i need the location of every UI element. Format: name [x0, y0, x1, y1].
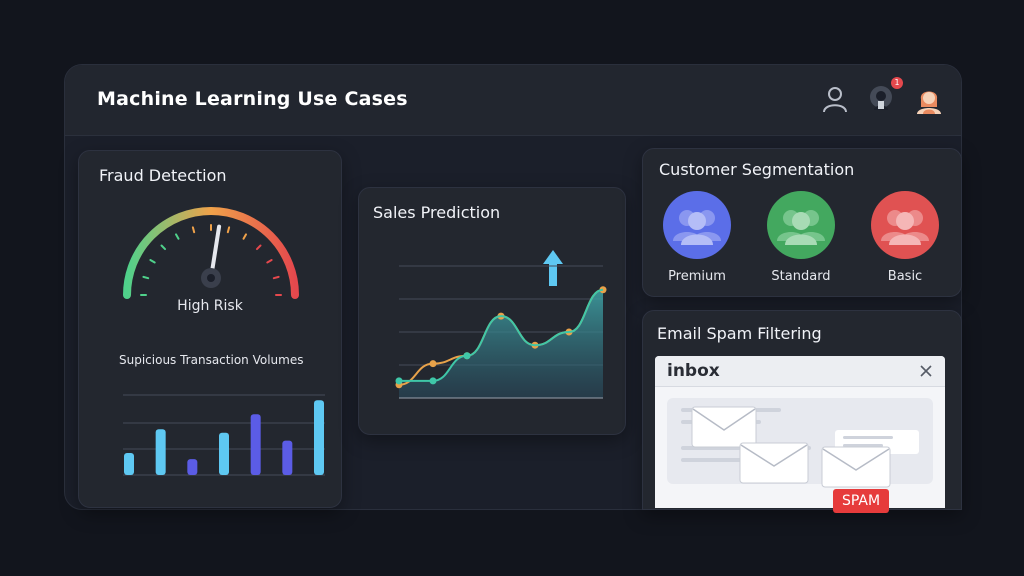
support-agent-icon[interactable] — [865, 83, 897, 115]
page-title: Machine Learning Use Cases — [97, 88, 408, 110]
fraud-detection-title: Fraud Detection — [99, 166, 227, 185]
transaction-volume-chart — [123, 394, 325, 476]
header-bar: Machine Learning Use Cases 1 — [65, 65, 961, 136]
sales-line-chart — [395, 265, 607, 399]
user-profile-icon[interactable] — [819, 83, 851, 115]
email-envelope-icon[interactable] — [691, 406, 757, 448]
bar — [219, 432, 229, 475]
notification-badge: 1 — [891, 77, 903, 89]
fraud-detection-panel: Fraud Detection High Risk Supicious Tran… — [78, 150, 342, 508]
inbox-label: inbox — [667, 361, 720, 381]
gauge-tick — [255, 244, 262, 251]
gauge-tick — [149, 259, 156, 264]
bar — [187, 459, 198, 475]
premium-segment-icon[interactable] — [663, 191, 731, 259]
data-point — [395, 377, 403, 385]
bar — [124, 453, 134, 475]
data-point — [463, 352, 471, 360]
gauge-tick — [226, 226, 231, 234]
gauge-tick — [175, 233, 180, 240]
basic-segment-icon[interactable] — [871, 191, 939, 259]
close-icon[interactable] — [919, 364, 933, 378]
segment-label-premium: Premium — [668, 269, 726, 284]
segment-label-basic: Basic — [887, 269, 923, 284]
gauge-tick — [191, 226, 196, 234]
gauge-ticks — [140, 224, 282, 296]
risk-gauge — [123, 207, 299, 299]
bar — [250, 414, 261, 475]
gauge-label: High Risk — [177, 298, 243, 314]
spam-envelope-icon[interactable] — [821, 446, 891, 488]
gauge-tick — [242, 233, 247, 240]
segment-label-standard: Standard — [771, 269, 831, 284]
spam-label: SPAM — [833, 489, 889, 513]
gauge-tick — [160, 244, 167, 251]
area-fill — [399, 289, 603, 398]
gauge-tick — [272, 275, 280, 280]
up-arrow-icon — [543, 250, 563, 286]
email-envelope-icon[interactable] — [739, 442, 809, 484]
gauge-tick — [142, 275, 150, 280]
gauge-tick — [266, 259, 273, 264]
customer-segmentation-panel: Customer Segmentation Premium Standard B… — [642, 148, 962, 297]
inbox-titlebar: inbox — [655, 356, 945, 387]
data-point — [429, 377, 437, 385]
customer-segmentation-title: Customer Segmentation — [659, 160, 855, 179]
bar — [155, 429, 166, 475]
bar — [314, 400, 324, 475]
user-avatar-icon[interactable] — [913, 83, 945, 115]
sales-prediction-title: Sales Prediction — [373, 203, 501, 222]
standard-segment-icon[interactable] — [767, 191, 835, 259]
volumes-chart-title: Supicious Transaction Volumes — [119, 353, 304, 367]
inbox-window: inbox — [655, 356, 945, 508]
sales-prediction-panel: Sales Prediction — [358, 187, 626, 435]
data-point — [429, 360, 437, 368]
bar — [282, 440, 293, 475]
email-spam-title: Email Spam Filtering — [657, 324, 822, 343]
